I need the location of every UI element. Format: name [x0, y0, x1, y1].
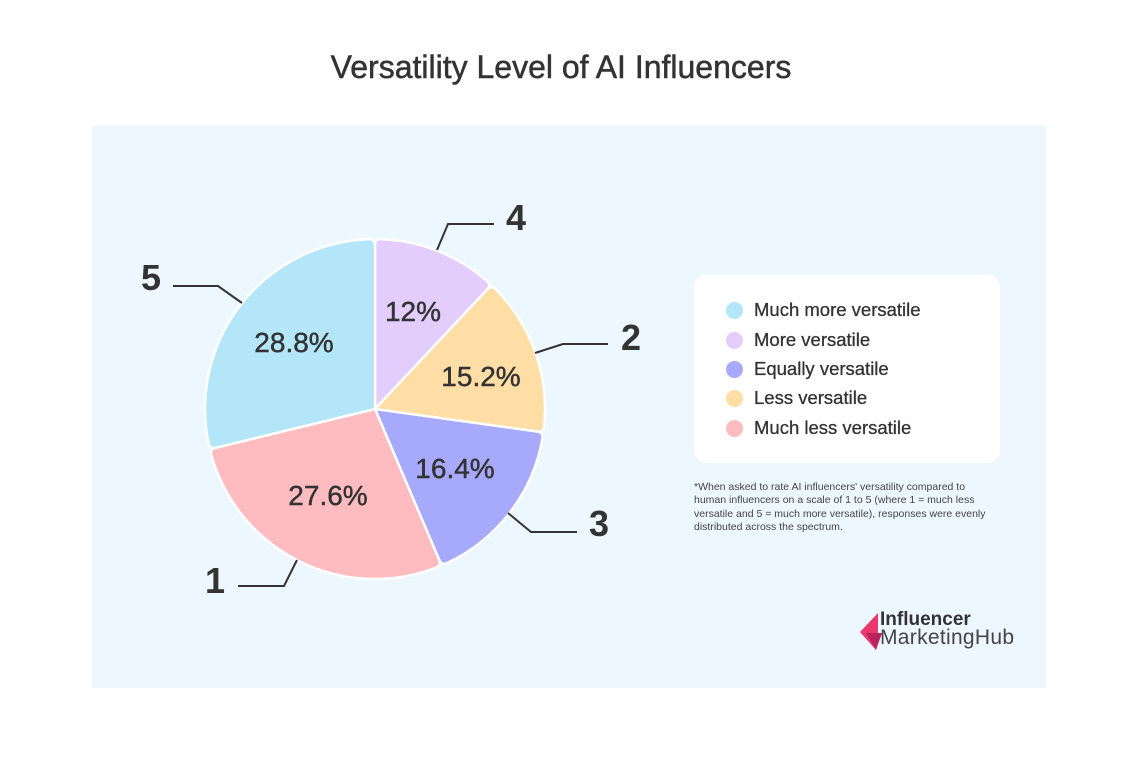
pie-slice-much-less-versatile	[209, 407, 442, 581]
slice-value-less-versatile: 15.2%	[441, 361, 521, 392]
legend-label: More versatile	[754, 329, 871, 350]
footnote-line: distributed across the spectrum.	[694, 520, 843, 533]
chart-title: Versatility Level of AI Influencers	[330, 49, 792, 86]
leader-line-3	[507, 512, 577, 533]
rating-label-3: 3	[588, 503, 610, 544]
leader-line-2	[534, 343, 608, 354]
legend-swatch-icon	[726, 389, 743, 407]
slice-value-equally-versatile: 16.4%	[415, 453, 495, 484]
logo-mark-secondary	[866, 633, 882, 650]
leader-line-1	[238, 559, 298, 587]
legend-swatch-icon	[726, 331, 743, 349]
legend: Much more versatile More versatile Equal…	[694, 275, 1000, 463]
rating-label-4: 4	[505, 197, 527, 238]
legend-label: Equally versatile	[754, 358, 889, 379]
legend-item-less-versatile: Less versatile	[726, 386, 867, 410]
pie	[203, 237, 547, 581]
slice-value-much-less-versatile: 27.6%	[288, 480, 368, 511]
slice-value-more-versatile: 12%	[384, 296, 442, 327]
pie-slice-equally-versatile	[373, 407, 544, 565]
pie-slice-more-versatile	[373, 237, 491, 411]
pie-slice-much-more-versatile	[203, 237, 377, 450]
legend-label: Much less versatile	[754, 417, 912, 438]
legend-item-equally-versatile: Equally versatile	[726, 357, 889, 381]
logo-text-influencer: Influencer	[880, 609, 971, 630]
footnote-line: versatile and 5 = much more versatile), …	[694, 507, 986, 520]
footnote-line: human influencers on a scale of 1 to 5 (…	[694, 494, 975, 507]
legend-swatch-icon	[726, 360, 743, 378]
logo-text-marketinghub: MarketingHub	[880, 626, 1015, 649]
legend-swatch-icon	[726, 419, 743, 437]
rating-label-5: 5	[140, 257, 162, 298]
rating-label-1: 1	[204, 560, 226, 601]
rating-label-2: 2	[620, 317, 642, 358]
leader-line-5	[173, 285, 243, 304]
legend-item-more-versatile: More versatile	[726, 328, 870, 352]
legend-item-much-less-versatile: Much less versatile	[726, 416, 911, 440]
legend-swatch-icon	[726, 301, 743, 319]
slice-value-much-more-versatile: 28.8%	[254, 327, 334, 358]
leader-lines	[173, 223, 608, 587]
logo-mark-icon	[860, 613, 882, 650]
leader-line-4	[436, 223, 494, 251]
footnote-line: *When asked to rate AI influencers' vers…	[694, 481, 966, 493]
footnote: *When asked to rate AI influencers' vers…	[694, 481, 1024, 534]
legend-label: Less versatile	[754, 387, 868, 408]
legend-item-much-more-versatile: Much more versatile	[726, 298, 921, 322]
legend-label: Much more versatile	[754, 299, 921, 320]
